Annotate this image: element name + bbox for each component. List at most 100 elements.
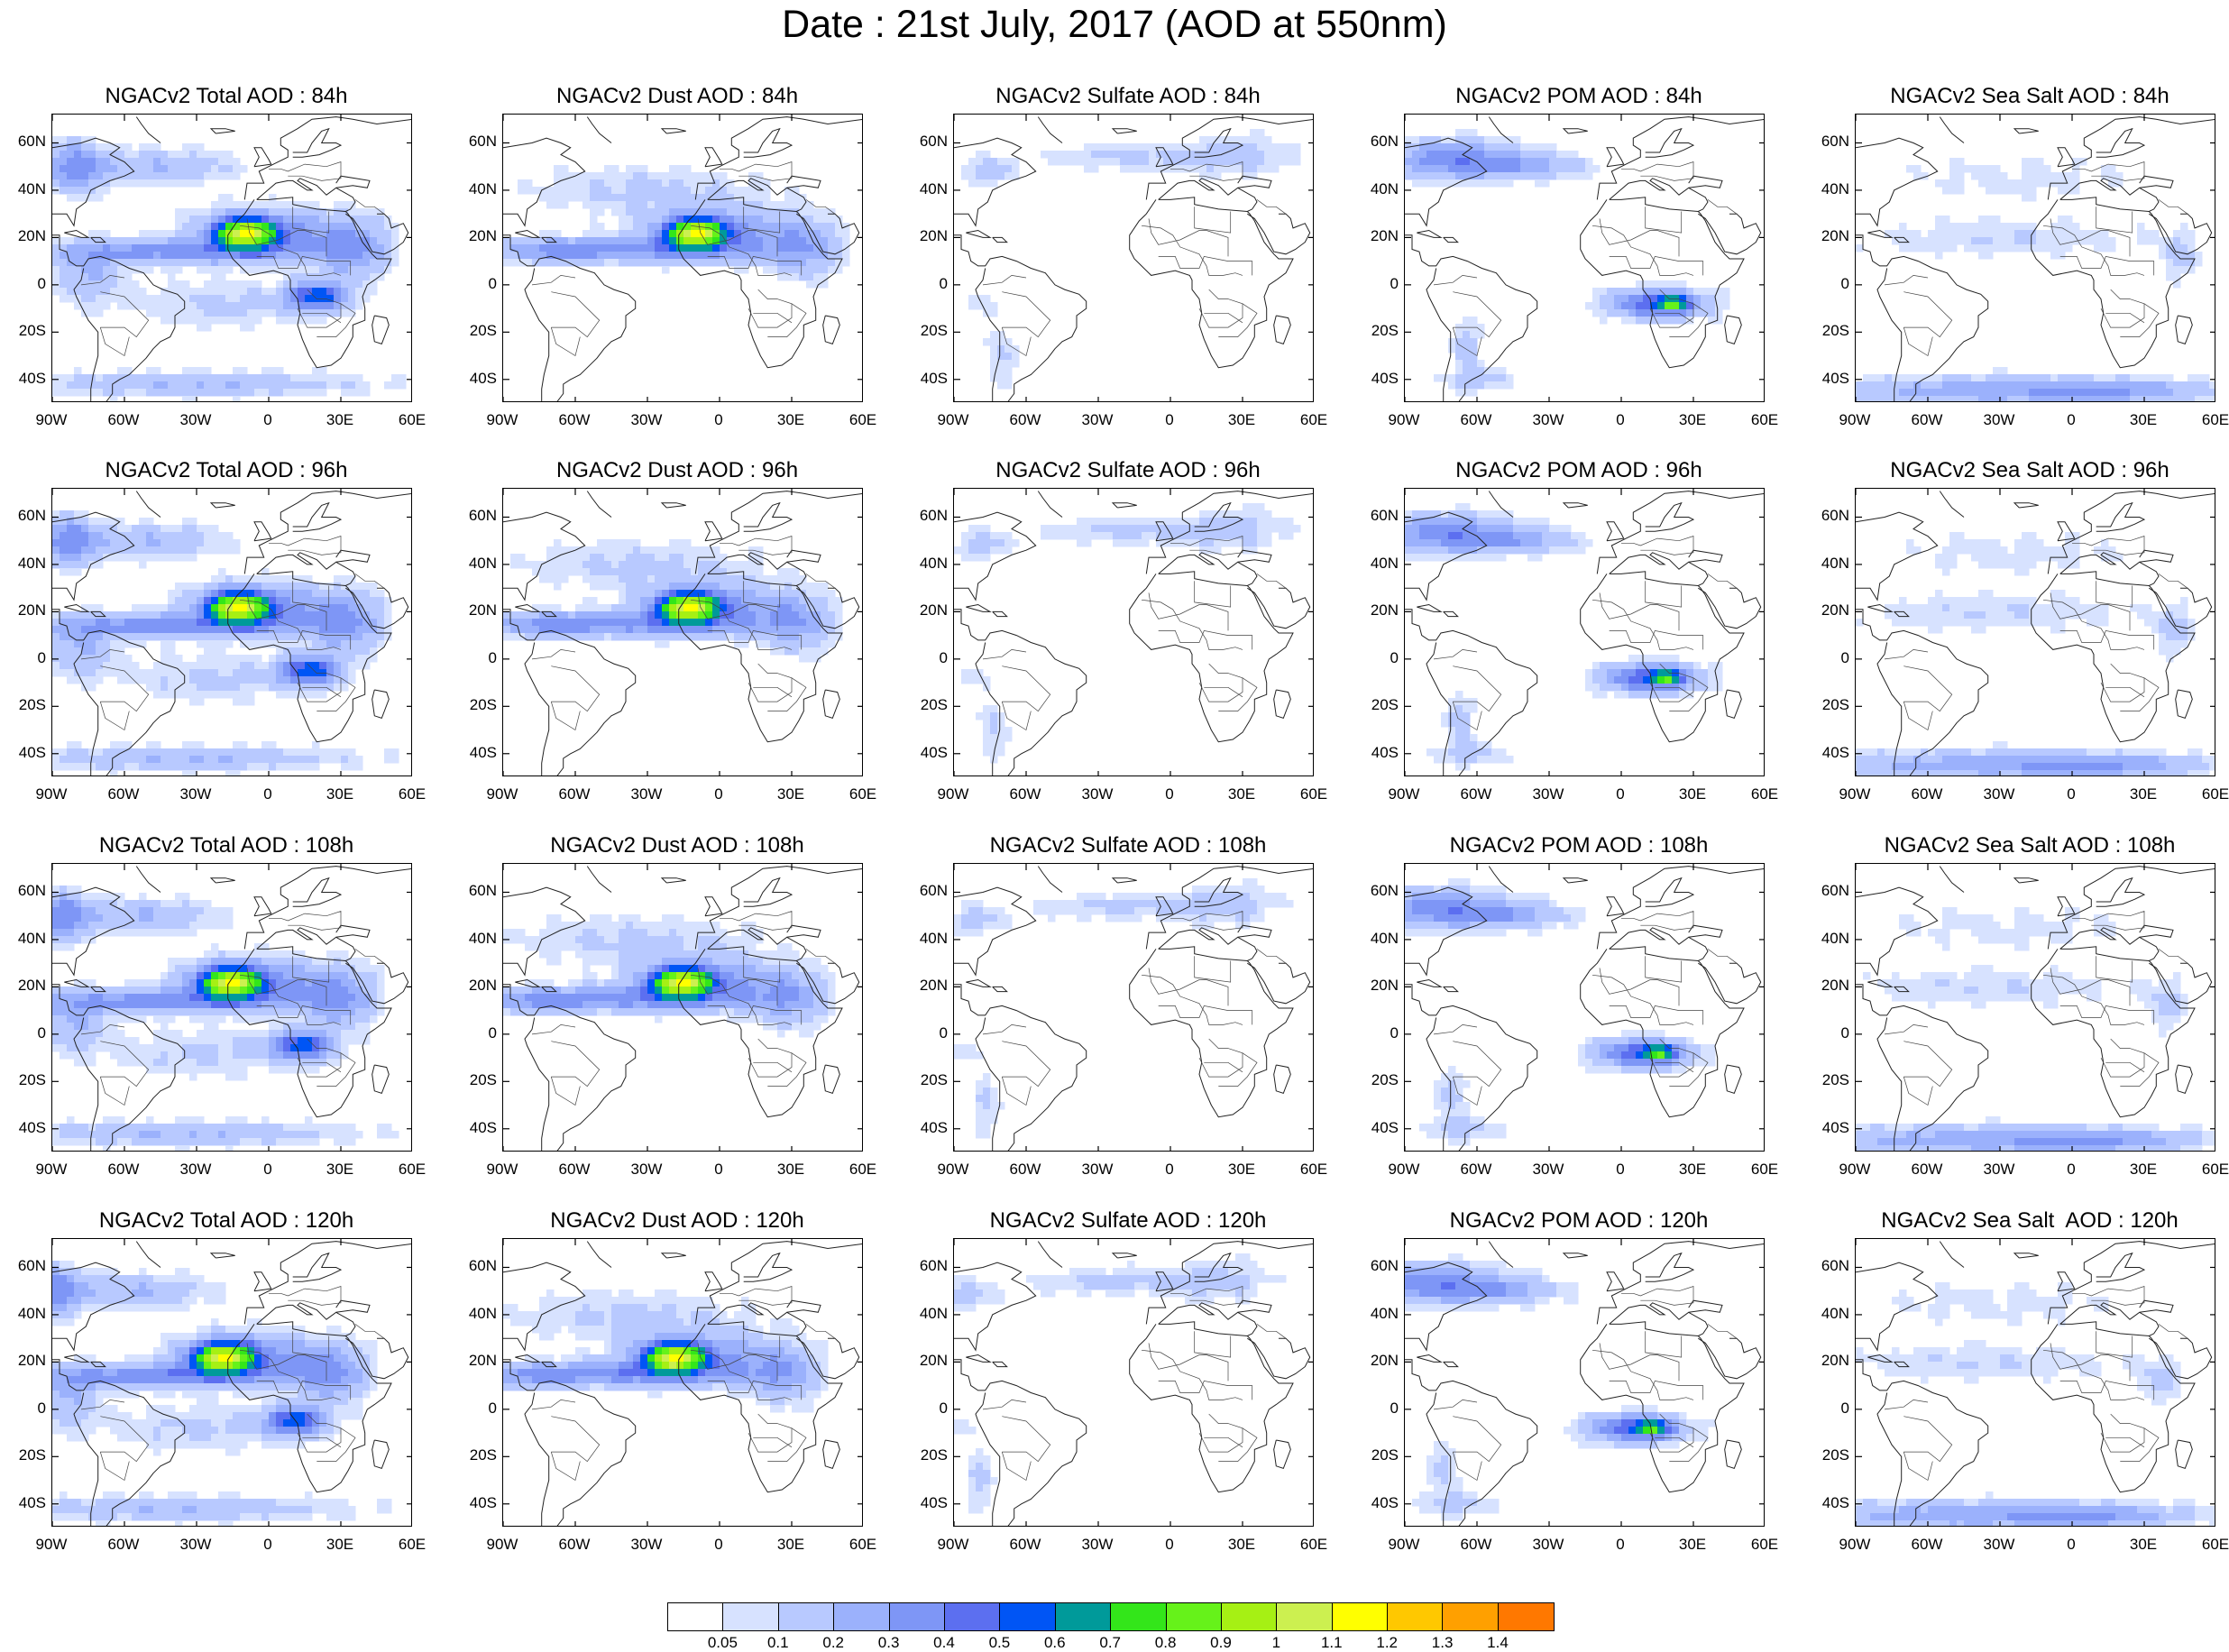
aod-cell [132, 259, 140, 267]
aod-cell [254, 640, 262, 648]
aod-cell [189, 172, 197, 180]
aod-cell [60, 669, 68, 677]
aod-cell [384, 237, 392, 245]
aod-cell [2123, 389, 2131, 397]
aod-cell [532, 561, 540, 569]
aod-cell [1149, 532, 1157, 540]
aod-cell [233, 626, 241, 634]
aod-cell [146, 172, 154, 180]
aod-cell [233, 317, 241, 325]
aod-cell [341, 647, 349, 656]
aod-cell [597, 172, 605, 180]
aod-cell [161, 244, 169, 252]
aod-cell [1441, 143, 1449, 151]
aod-cell [705, 187, 713, 195]
aod-cell [96, 230, 104, 238]
aod-cell [319, 237, 327, 245]
aod-cell [240, 684, 248, 692]
panel-title: NGACv2 POM AOD : 96h [1353, 457, 1804, 484]
aod-cell [597, 583, 605, 591]
aod-cell [362, 597, 371, 605]
aod-cell [1614, 669, 1622, 677]
aod-cell [290, 230, 298, 238]
aod-cell [298, 662, 306, 670]
aod-cell [276, 309, 284, 317]
aod-cell [2173, 280, 2181, 289]
aod-cell [355, 640, 363, 648]
aod-cell [1120, 525, 1128, 533]
aod-cell [146, 748, 154, 757]
aod-map [1855, 488, 2215, 776]
aod-cell [1986, 223, 1994, 231]
aod-cell [139, 619, 147, 627]
aod-cell [182, 280, 190, 289]
coastline [2096, 129, 2144, 158]
aod-cell [1250, 151, 1258, 159]
aod-cell [312, 389, 320, 397]
aod-cell [81, 756, 89, 764]
aod-cell [153, 748, 161, 757]
aod-cell [1264, 158, 1272, 166]
aod-cell [1513, 546, 1521, 555]
aod-cell [341, 244, 349, 252]
aod-cell [640, 187, 648, 195]
aod-cell [146, 143, 154, 151]
aod-cell [626, 539, 634, 547]
aod-cell [1636, 669, 1644, 677]
aod-cell [1426, 172, 1435, 180]
aod-cell [546, 568, 555, 576]
aod-cell [182, 633, 190, 641]
aod-cell [597, 626, 605, 634]
aod-cell [60, 525, 68, 533]
aod-cell [312, 237, 320, 245]
aod-cell [312, 741, 320, 749]
aod-cell [218, 575, 226, 583]
aod-cell [712, 201, 720, 209]
aod-cell [182, 317, 190, 325]
aod-cell [103, 187, 111, 195]
aod-cell [312, 590, 320, 598]
aod-cell [168, 655, 176, 663]
aod-cell [326, 288, 335, 296]
aod-cell [813, 223, 821, 231]
aod-cell [88, 172, 96, 180]
aod-cell [633, 583, 641, 591]
aod-cell [139, 172, 147, 180]
aod-cell [626, 237, 634, 245]
aod-cell [139, 611, 147, 620]
aod-cell [720, 590, 728, 598]
aod-cell [2014, 389, 2023, 397]
aod-cell [2058, 396, 2066, 402]
aod-cell [283, 676, 291, 684]
aod-cell [1665, 691, 1673, 699]
aod-cell [233, 288, 241, 296]
aod-cell [204, 302, 212, 310]
coastline [705, 148, 722, 167]
aod-cell [1484, 748, 1492, 757]
lat-label: 40N [469, 555, 497, 573]
aod-cell [1971, 389, 1979, 397]
aod-cell [261, 611, 270, 620]
aod-cell [756, 568, 764, 576]
aod-cell [748, 611, 757, 620]
aod-cell [748, 590, 757, 598]
aod-cell [813, 583, 821, 591]
aod-cell [1113, 151, 1121, 159]
aod-cell [276, 626, 284, 634]
aod-cell [727, 252, 735, 260]
aod-cell [355, 633, 363, 641]
aod-cell [2043, 172, 2051, 180]
aod-cell [1942, 187, 1950, 195]
aod-cell [1419, 136, 1427, 144]
aod-cell [1957, 187, 1965, 195]
aod-cell [362, 389, 371, 397]
aod-cell [705, 633, 713, 641]
aod-cell [197, 143, 205, 151]
aod-cell [1506, 143, 1514, 151]
aod-cell [842, 252, 850, 260]
aod-cell [1491, 510, 1500, 519]
aod-cell [1434, 179, 1442, 188]
lon-label: 30E [1679, 411, 1706, 429]
aod-cell [1455, 389, 1463, 397]
aod-cell [662, 201, 670, 209]
